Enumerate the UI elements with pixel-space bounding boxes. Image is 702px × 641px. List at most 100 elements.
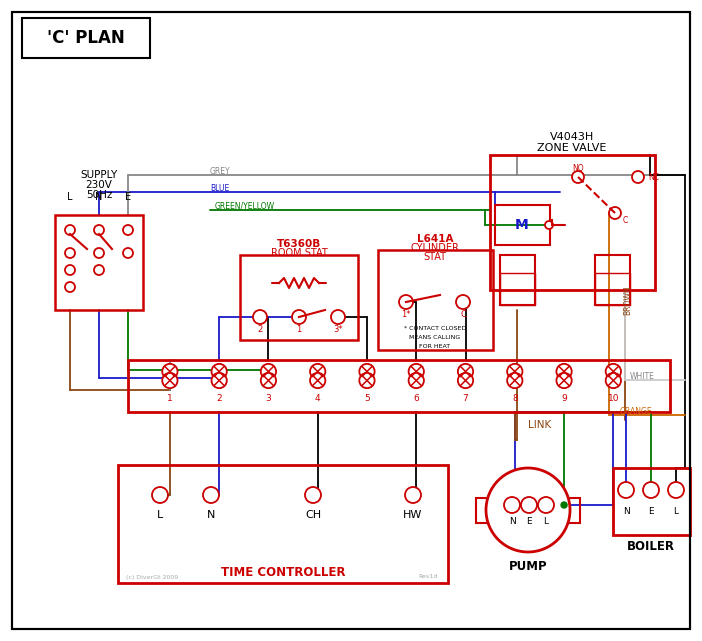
Text: N: N — [623, 506, 630, 515]
Circle shape — [359, 364, 375, 379]
Circle shape — [310, 373, 325, 388]
Circle shape — [456, 295, 470, 309]
Circle shape — [572, 171, 584, 183]
Text: BOILER: BOILER — [627, 540, 675, 553]
Bar — [595, 255, 630, 305]
Circle shape — [557, 364, 571, 379]
Bar — [22, 18, 150, 58]
Text: GREY: GREY — [210, 167, 231, 176]
Text: CH: CH — [305, 510, 321, 520]
Text: L641A: L641A — [417, 234, 453, 244]
Bar — [55, 215, 143, 310]
Text: 'C' PLAN: 'C' PLAN — [47, 29, 125, 47]
Text: 4: 4 — [315, 394, 321, 403]
Circle shape — [538, 497, 554, 513]
Bar — [490, 155, 655, 290]
Circle shape — [618, 482, 634, 498]
Text: STAT: STAT — [423, 252, 446, 262]
Text: N: N — [509, 517, 515, 526]
Circle shape — [557, 373, 571, 388]
Bar — [378, 250, 493, 350]
Bar — [128, 360, 670, 412]
Circle shape — [123, 248, 133, 258]
Circle shape — [123, 225, 133, 235]
Text: ZONE VALVE: ZONE VALVE — [537, 143, 607, 153]
Bar — [500, 255, 535, 305]
Text: L: L — [543, 517, 548, 526]
Circle shape — [65, 225, 75, 235]
Circle shape — [458, 373, 473, 388]
Bar — [118, 465, 448, 583]
Text: N: N — [95, 192, 102, 202]
Circle shape — [606, 373, 621, 388]
Circle shape — [260, 364, 276, 379]
Text: LINK: LINK — [528, 420, 551, 430]
Circle shape — [305, 487, 321, 503]
Text: C: C — [623, 215, 628, 224]
Bar — [613, 468, 690, 535]
Circle shape — [292, 310, 306, 324]
Text: MEANS CALLING: MEANS CALLING — [409, 335, 461, 340]
Circle shape — [211, 373, 227, 388]
Bar — [500, 273, 535, 305]
Circle shape — [643, 482, 659, 498]
Text: N: N — [207, 510, 216, 520]
Circle shape — [162, 364, 178, 379]
Circle shape — [260, 373, 276, 388]
Circle shape — [65, 282, 75, 292]
Circle shape — [606, 364, 621, 379]
Circle shape — [94, 265, 104, 275]
Text: NO: NO — [572, 163, 584, 172]
Bar — [495, 205, 550, 245]
Circle shape — [521, 497, 537, 513]
Text: GREEN/YELLOW: GREEN/YELLOW — [215, 201, 275, 210]
Text: 9: 9 — [561, 394, 567, 403]
Text: 2: 2 — [216, 394, 222, 403]
Bar — [595, 273, 630, 305]
Text: (c) DiverGt 2009: (c) DiverGt 2009 — [126, 574, 178, 579]
Circle shape — [399, 295, 413, 309]
Circle shape — [359, 373, 375, 388]
Text: L: L — [67, 192, 73, 202]
Bar — [568, 498, 580, 523]
Text: E: E — [125, 192, 131, 202]
Circle shape — [409, 364, 424, 379]
Text: 6: 6 — [413, 394, 419, 403]
Text: ROOM STAT: ROOM STAT — [271, 248, 327, 258]
Text: 8: 8 — [512, 394, 517, 403]
Circle shape — [507, 373, 522, 388]
Circle shape — [486, 468, 570, 552]
Text: T6360B: T6360B — [277, 239, 321, 249]
Circle shape — [310, 364, 325, 379]
Bar — [476, 498, 488, 523]
Text: L: L — [157, 510, 163, 520]
Circle shape — [152, 487, 168, 503]
Circle shape — [409, 373, 424, 388]
Circle shape — [65, 265, 75, 275]
Circle shape — [504, 497, 520, 513]
Circle shape — [162, 373, 178, 388]
Text: 10: 10 — [608, 394, 619, 403]
Text: ORANGE: ORANGE — [620, 406, 653, 415]
Text: E: E — [648, 506, 654, 515]
Text: 1: 1 — [296, 324, 302, 333]
Text: FOR HEAT: FOR HEAT — [419, 344, 451, 349]
Text: 3: 3 — [265, 394, 271, 403]
Text: 3*: 3* — [333, 324, 343, 333]
Text: 50Hz: 50Hz — [86, 190, 112, 200]
Circle shape — [668, 482, 684, 498]
Text: PUMP: PUMP — [509, 560, 548, 574]
Circle shape — [507, 364, 522, 379]
Text: 1: 1 — [167, 394, 173, 403]
Text: V4043H: V4043H — [550, 132, 594, 142]
Text: 1*: 1* — [402, 310, 411, 319]
Text: BROWN: BROWN — [623, 285, 633, 315]
Bar — [240, 255, 358, 340]
Circle shape — [331, 310, 345, 324]
Circle shape — [632, 171, 644, 183]
Circle shape — [561, 502, 567, 508]
Circle shape — [211, 364, 227, 379]
Circle shape — [545, 221, 553, 229]
Text: Rev1d: Rev1d — [418, 574, 438, 579]
Circle shape — [458, 364, 473, 379]
